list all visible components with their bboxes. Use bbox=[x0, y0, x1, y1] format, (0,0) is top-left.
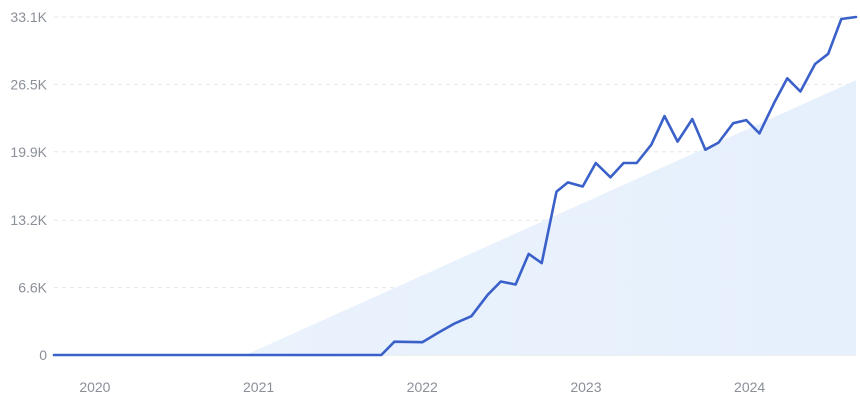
y-tick-label: 19.9K bbox=[10, 144, 47, 160]
x-tick-label: 2023 bbox=[570, 379, 601, 395]
y-tick-label: 0 bbox=[39, 347, 47, 363]
y-axis-ticks: 0 6.6K 13.2K 19.9K 26.5K 33.1K bbox=[10, 9, 47, 363]
x-tick-label: 2021 bbox=[243, 379, 274, 395]
x-tick-label: 2020 bbox=[79, 379, 110, 395]
y-tick-label: 6.6K bbox=[18, 280, 47, 296]
x-tick-label: 2022 bbox=[407, 379, 438, 395]
x-tick-label: 2024 bbox=[734, 379, 765, 395]
y-tick-label: 33.1K bbox=[10, 9, 47, 25]
y-tick-label: 13.2K bbox=[10, 212, 47, 228]
x-axis-ticks: 2020 2021 2022 2023 2024 bbox=[79, 379, 765, 395]
y-tick-label: 26.5K bbox=[10, 76, 47, 92]
series-line-layer bbox=[52, 15, 858, 357]
series-line bbox=[52, 15, 858, 357]
